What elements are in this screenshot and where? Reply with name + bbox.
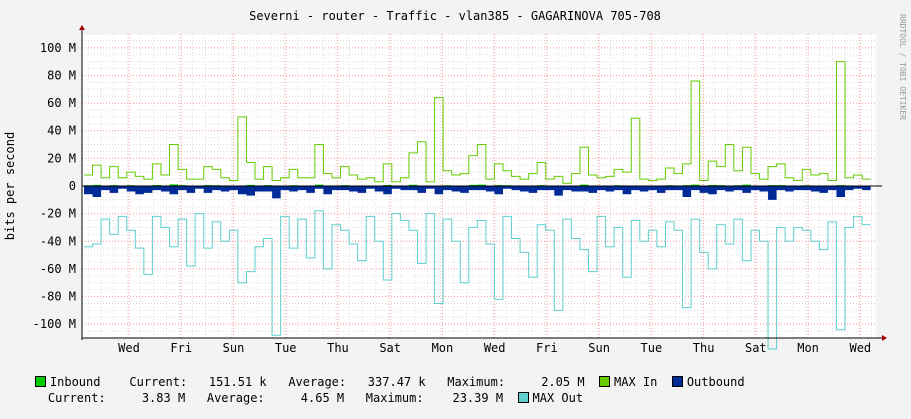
x-tick-label: Fri xyxy=(536,341,558,355)
y-tick-label: 20 M xyxy=(47,151,76,165)
x-tick-label: Sat xyxy=(379,341,401,355)
inbound-stats: Current: 151.51 k Average: 337.47 k Maxi… xyxy=(129,375,585,389)
x-tick-label: Wed xyxy=(849,341,871,355)
x-tick-label: Fri xyxy=(170,341,192,355)
legend-row-2: Current: 3.83 M Average: 4.65 M Maximum:… xyxy=(19,377,583,419)
chart-container: Severni - router - Traffic - vlan385 - G… xyxy=(3,9,907,405)
outbound-swatch xyxy=(671,376,683,387)
x-tick-label: Wed xyxy=(118,341,140,355)
x-tick-label: Sun xyxy=(223,341,245,355)
x-tick-label: Sun xyxy=(588,341,610,355)
y-tick-label: 40 M xyxy=(47,124,76,138)
y-tick-label: -60 M xyxy=(40,262,76,276)
x-tick-label: Thu xyxy=(327,341,349,355)
y-tick-label: -20 M xyxy=(40,207,76,221)
x-tick-label: Tue xyxy=(275,341,297,355)
x-tick-label: Mon xyxy=(432,341,454,355)
legend-row-1: Inbound Current: 151.51 k Average: 337.4… xyxy=(6,361,745,403)
y-tick-label: 0 xyxy=(69,179,76,193)
x-tick-label: Thu xyxy=(693,341,715,355)
chart-title: Severni - router - Traffic - vlan385 - G… xyxy=(249,9,661,23)
outbound-area xyxy=(84,186,871,200)
rrdtool-watermark: RRDTOOL / TOBI OETIKER xyxy=(898,14,907,120)
max-in-legend-label: MAX In xyxy=(614,375,658,389)
inbound-legend-label: Inbound xyxy=(49,375,101,389)
y-tick-label: 100 M xyxy=(40,41,76,55)
max-out-swatch xyxy=(517,392,529,403)
y-tick-label: -100 M xyxy=(33,317,76,331)
y-tick-label: 60 M xyxy=(47,96,76,110)
max-in-line xyxy=(84,61,871,184)
max-in-swatch xyxy=(599,376,610,387)
y-tick-label: -80 M xyxy=(40,290,76,304)
y-axis-arrow xyxy=(79,25,85,30)
inbound-swatch xyxy=(34,376,46,387)
outbound-stats: Current: 3.83 M Average: 4.65 M Maximum:… xyxy=(47,391,504,405)
y-tick-label: 80 M xyxy=(47,68,76,82)
y-axis-label: bits per second xyxy=(3,132,17,240)
traffic-chart: Severni - router - Traffic - vlan385 - G… xyxy=(3,9,907,355)
max-out-legend-label: MAX Out xyxy=(532,391,584,405)
x-axis-arrow xyxy=(882,335,887,341)
max-out-line xyxy=(84,210,871,350)
x-tick-label: Sat xyxy=(745,341,767,355)
x-tick-label: Mon xyxy=(797,341,819,355)
x-tick-label: Wed xyxy=(484,341,506,355)
x-tick-label: Tue xyxy=(641,341,663,355)
y-tick-label: -40 M xyxy=(40,234,76,248)
outbound-legend-label: Outbound xyxy=(686,375,745,389)
